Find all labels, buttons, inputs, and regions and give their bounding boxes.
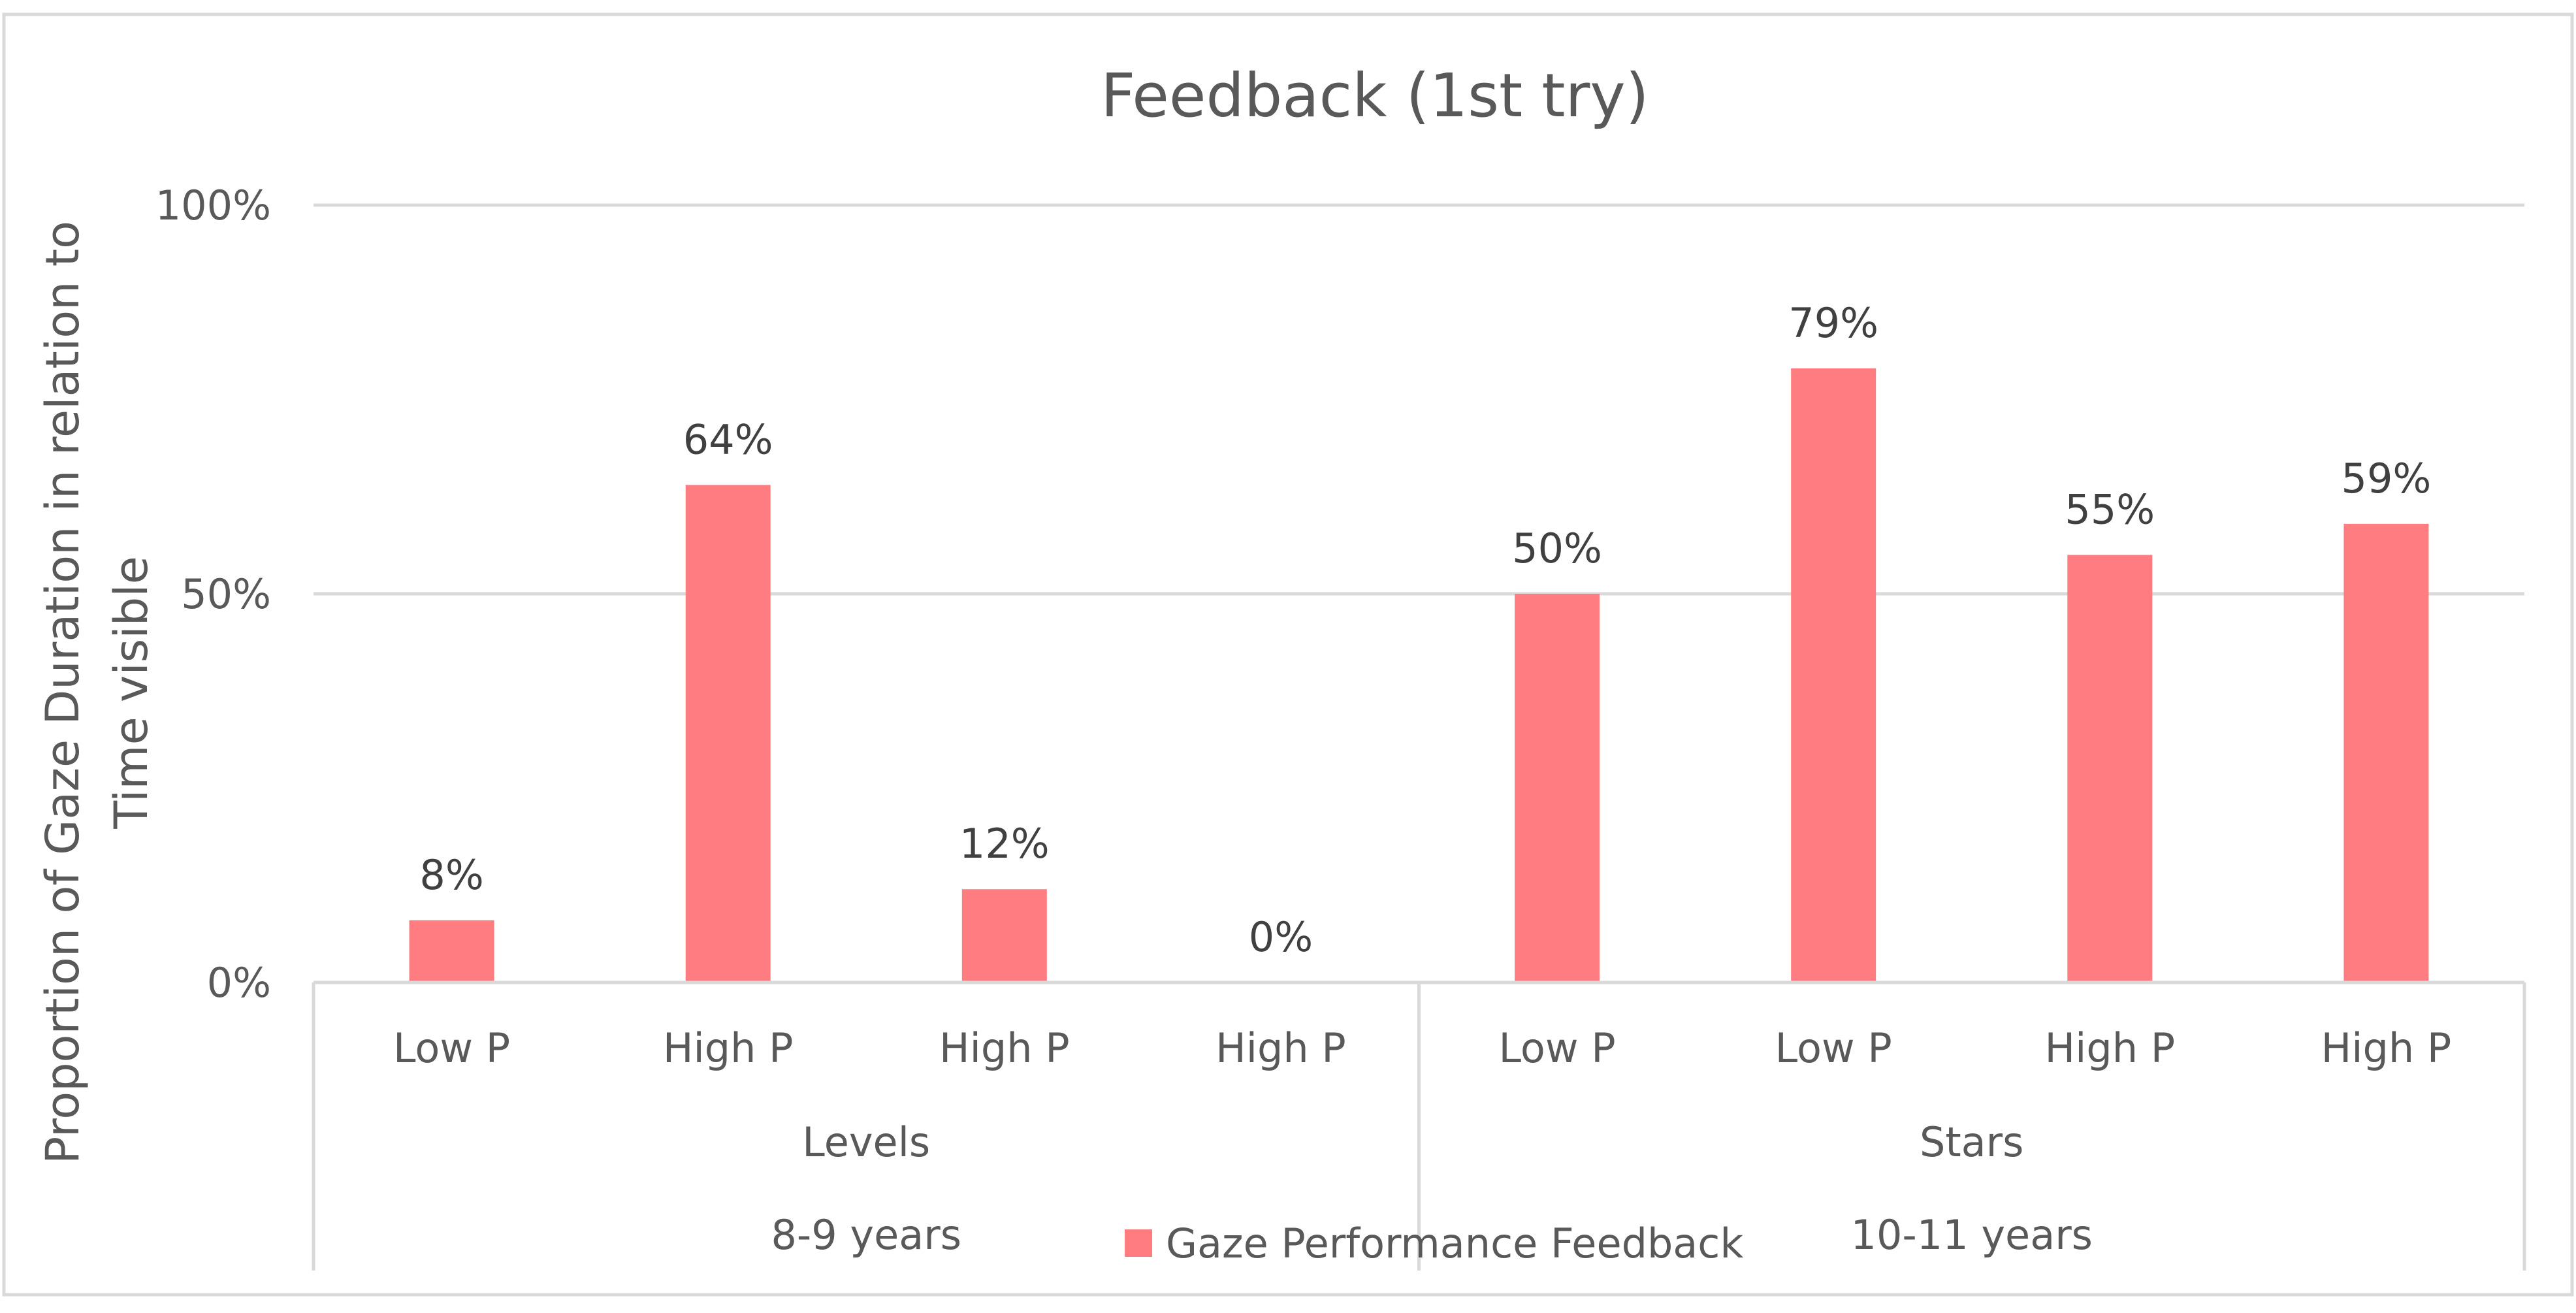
legend-swatch <box>1125 1229 1152 1257</box>
bar-4 <box>1515 594 1600 982</box>
data-label-6: 55% <box>2065 486 2155 534</box>
age-group-label-1: 10-11 years <box>1851 1211 2093 1259</box>
y-tick-label-0: 0% <box>207 959 271 1007</box>
data-label-0: 8% <box>419 851 483 899</box>
data-label-1: 64% <box>683 415 773 463</box>
x-tick-label-7: High P <box>2321 1024 2452 1072</box>
x-axis: Low P High P High P High P Low P Low P High P H… <box>312 981 2526 1271</box>
x-tick-label-6: High P <box>2045 1024 2176 1072</box>
x-tick-label-5: Low P <box>1775 1024 1892 1072</box>
bar-series <box>409 368 2429 982</box>
y-axis-ticks: 0% 50% 100% <box>155 182 271 1007</box>
y-axis-label-line-1: Proportion of Gaze Duration in relation … <box>36 221 89 1164</box>
chart-title: Feedback (1st try) <box>1101 61 1649 131</box>
x-tick-label-4: Low P <box>1498 1024 1615 1072</box>
bar-5 <box>1791 368 1876 982</box>
bar-6 <box>2067 555 2153 982</box>
bar-1 <box>685 485 771 982</box>
x-tick-label-3: High P <box>1216 1024 1346 1072</box>
group-label-1: Stars <box>1920 1118 2023 1166</box>
data-label-3: 0% <box>1249 913 1313 961</box>
y-axis-label-line-2: Time visible <box>105 556 158 829</box>
data-labels: 8% 64% 12% 0% 50% 79% 55% 59% <box>419 299 2431 961</box>
bar-0 <box>409 920 494 982</box>
data-label-4: 50% <box>1512 525 1602 572</box>
gridlines <box>314 203 2524 596</box>
y-tick-label-1: 50% <box>181 570 271 618</box>
x-tick-label-0: Low P <box>393 1024 510 1072</box>
data-label-5: 79% <box>1788 299 1878 347</box>
x-tick-label-2: High P <box>939 1024 1070 1072</box>
data-label-7: 59% <box>2342 455 2432 502</box>
y-tick-label-2: 100% <box>155 182 271 229</box>
legend-label: Gaze Performance Feedback <box>1166 1220 1743 1267</box>
y-axis-label: Proportion of Gaze Duration in relation … <box>36 221 158 1164</box>
data-label-2: 12% <box>959 820 1050 867</box>
x-tick-label-1: High P <box>663 1024 794 1072</box>
bar-7 <box>2343 523 2429 982</box>
age-group-label-0: 8-9 years <box>771 1211 961 1259</box>
bar-2 <box>961 889 1047 982</box>
legend: Gaze Performance Feedback <box>1125 1220 1743 1267</box>
group-label-0: Levels <box>802 1118 930 1166</box>
